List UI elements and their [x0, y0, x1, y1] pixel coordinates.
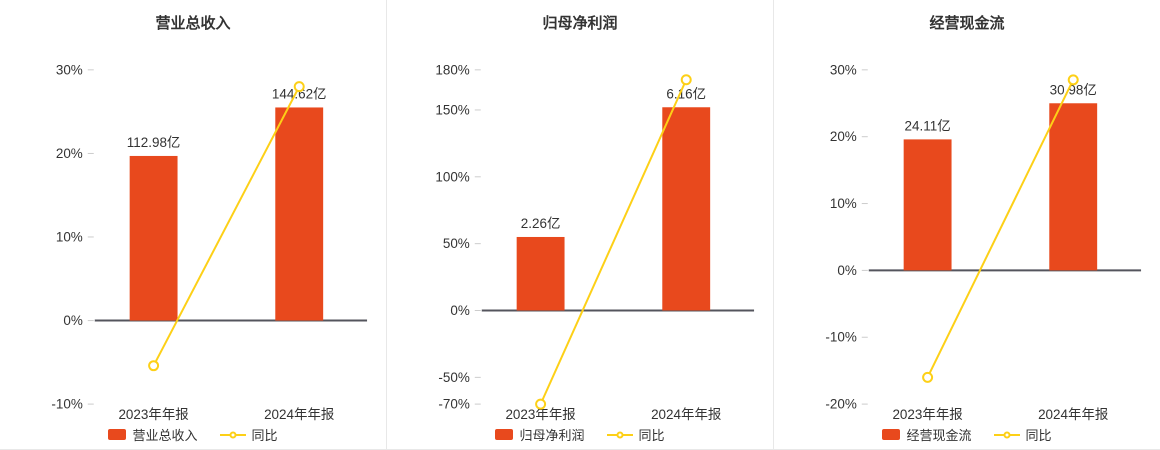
bar-legend-swatch	[882, 429, 901, 440]
yoy-point[interactable]	[535, 398, 547, 410]
legend-net-profit: 归母净利润 同比	[387, 425, 773, 444]
chart-title-cash-flow: 经营现金流	[929, 15, 1005, 32]
legend-cash-flow: 经营现金流 同比	[774, 425, 1160, 444]
cash-flow-chart: -20% -10% 0% 10% 20% 30% 24.11亿 30.98亿 2023年年报 20…	[825, 62, 1142, 422]
yoy-point[interactable]	[1067, 74, 1079, 86]
y-tick-label: -50%	[438, 370, 469, 385]
y-tick-label: 20%	[830, 129, 857, 144]
line-legend-marker	[219, 429, 246, 440]
y-tick-label: -10%	[51, 397, 82, 412]
legend-item-cash-flow-yoy[interactable]: 同比	[993, 425, 1052, 444]
y-tick-label: 180%	[435, 62, 469, 77]
legend-label-yoy: 同比	[251, 428, 278, 443]
y-tick-label: 10%	[830, 196, 857, 211]
panel-cash-flow: 经营现金流 -20% -10% 0% 10% 20% 30% 24.11亿 30.98亿 202…	[773, 0, 1160, 449]
x-axis-label: 2024年年报	[264, 407, 334, 422]
x-axis-label: 2023年年报	[118, 407, 188, 422]
panel-net-profit: 归母净利润 -70% -50% 0% 50% 100% 150% 180% 2.26亿 6.16…	[386, 0, 773, 449]
y-tick-label: 30%	[830, 62, 857, 77]
x-axis-label: 2024年年报	[1038, 407, 1108, 422]
y-tick-label: 10%	[56, 229, 83, 244]
legend-item-revenue-yoy[interactable]: 同比	[219, 425, 278, 444]
chart-title-revenue: 营业总收入	[155, 15, 231, 32]
bar-value-label: 112.98亿	[127, 135, 181, 150]
legend-label-bar: 营业总收入	[132, 428, 198, 443]
x-axis-label: 2024年年报	[651, 407, 721, 422]
yoy-line[interactable]	[539, 79, 688, 405]
y-tick-label: 20%	[56, 146, 83, 161]
bar-period-0[interactable]	[903, 139, 952, 271]
bar-period-0[interactable]	[516, 236, 565, 311]
revenue-chart: -10% 0% 10% 20% 30% 112.98亿 144.62亿 2023年年报 2024…	[51, 62, 368, 422]
y-tick-label: 30%	[56, 62, 83, 77]
bar-value-label: 2.26亿	[521, 216, 561, 231]
net-profit-chart: -70% -50% 0% 50% 100% 150% 180% 2.26亿 6.16亿 2023年…	[435, 62, 755, 422]
legend-item-net-profit-yoy[interactable]: 同比	[606, 425, 665, 444]
bar-value-label: 24.11亿	[905, 118, 951, 133]
legend-item-revenue-bar[interactable]: 营业总收入	[108, 425, 198, 444]
x-axis-label: 2023年年报	[505, 407, 575, 422]
legend-label-bar: 归母净利润	[519, 428, 585, 443]
yoy-point[interactable]	[148, 360, 160, 372]
y-tick-label: 0%	[63, 313, 82, 328]
yoy-line[interactable]	[152, 86, 301, 367]
panel-revenue: 营业总收入 -10% 0% 10% 20% 30% 112.98亿 144.62亿 2023年…	[0, 0, 386, 449]
x-axis-label: 2023年年报	[892, 407, 962, 422]
bar-legend-swatch	[495, 429, 514, 440]
bar-period-1[interactable]	[275, 107, 324, 321]
legend-revenue: 营业总收入 同比	[0, 425, 386, 444]
yoy-point[interactable]	[680, 74, 692, 86]
y-tick-label: -20%	[825, 397, 856, 412]
chart-title-net-profit: 归母净利润	[542, 15, 618, 32]
bar-value-label: 30.98亿	[1050, 82, 1097, 97]
yoy-line[interactable]	[926, 79, 1075, 378]
bar-period-1[interactable]	[1049, 103, 1098, 271]
y-tick-label: -70%	[438, 397, 469, 412]
y-tick-label: 100%	[435, 169, 469, 184]
yoy-point[interactable]	[922, 371, 934, 383]
y-tick-label: 0%	[450, 303, 469, 318]
y-tick-label: 50%	[443, 236, 470, 251]
legend-label-bar: 经营现金流	[906, 428, 972, 443]
y-tick-label: -10%	[825, 330, 856, 345]
legend-label-yoy: 同比	[638, 428, 665, 443]
yoy-point[interactable]	[293, 81, 305, 93]
bar-period-0[interactable]	[129, 155, 178, 321]
legend-item-cash-flow-bar[interactable]: 经营现金流	[882, 425, 972, 444]
y-tick-label: 0%	[837, 263, 856, 278]
legend-label-yoy: 同比	[1025, 428, 1052, 443]
bar-value-label: 144.62亿	[272, 86, 327, 101]
bar-legend-swatch	[108, 429, 127, 440]
line-legend-marker	[993, 429, 1020, 440]
y-tick-label: 150%	[435, 102, 469, 117]
bar-value-label: 6.16亿	[666, 86, 706, 101]
legend-item-net-profit-bar[interactable]: 归母净利润	[495, 425, 585, 444]
line-legend-marker	[606, 429, 633, 440]
bar-period-1[interactable]	[662, 107, 711, 311]
